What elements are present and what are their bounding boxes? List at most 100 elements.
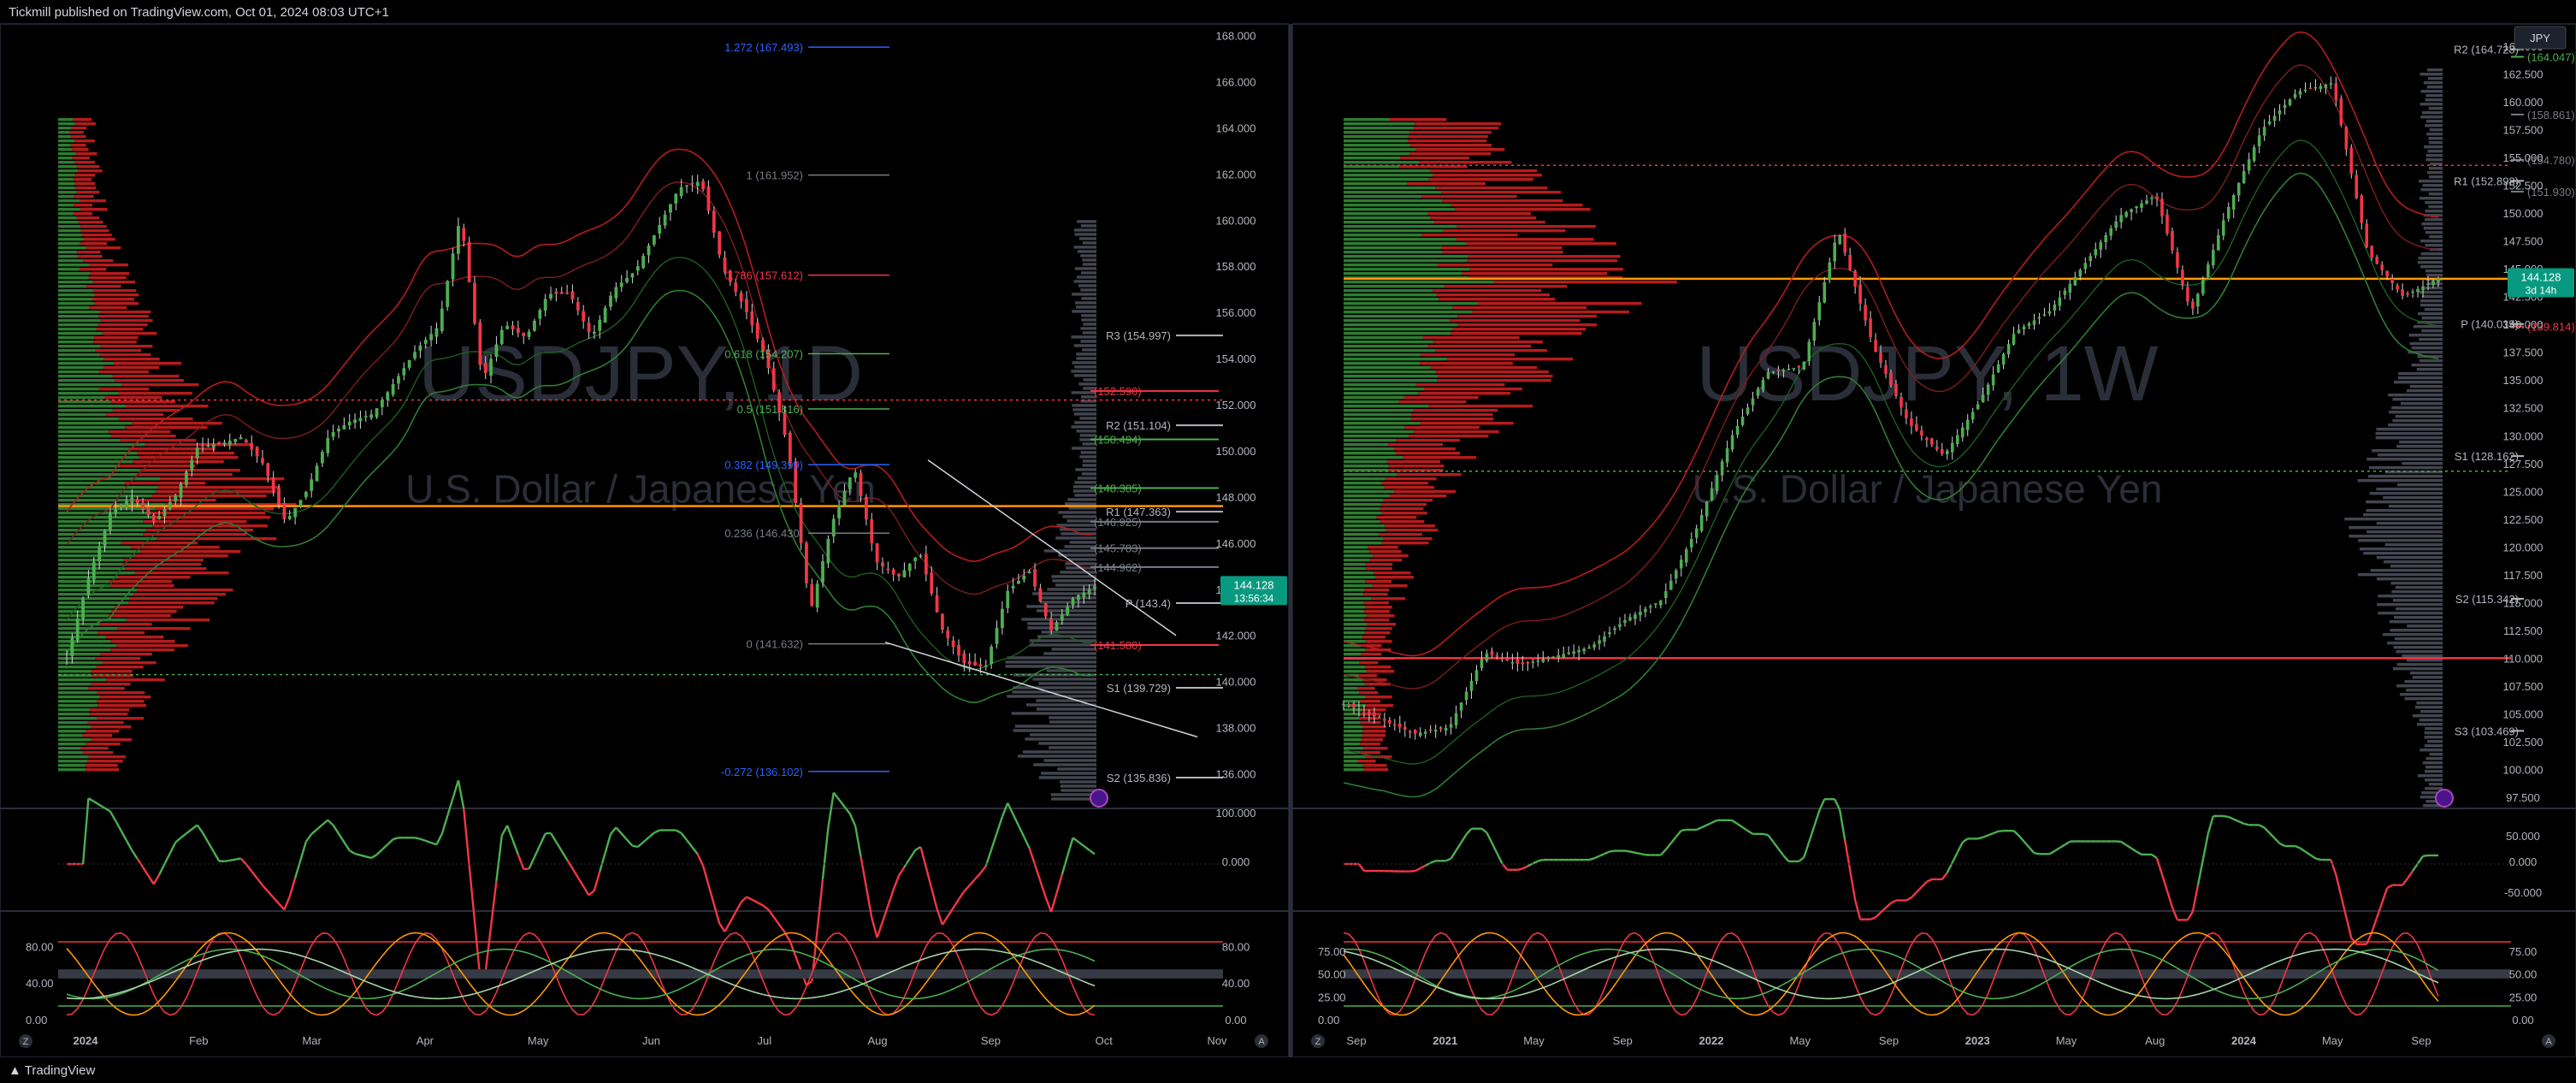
session-volume-bar [2396, 663, 2443, 666]
candle-body [1418, 732, 1422, 737]
momentum-line-segment [1711, 819, 1718, 824]
volume-profile-bar-down [98, 315, 149, 318]
candle-body [522, 332, 526, 337]
volume-profile-bar-down [137, 452, 234, 455]
candle-body [1654, 603, 1657, 605]
volume-profile-bar-up [58, 157, 73, 160]
volume-profile-bar-up [1344, 691, 1360, 695]
volume-profile-bar-up [58, 285, 87, 288]
momentum-line-segment [387, 838, 394, 845]
volume-profile-bar-up [58, 362, 114, 365]
momentum-line-segment [1808, 826, 1816, 843]
session-volume-bar [1021, 618, 1096, 621]
volume-profile-bar-down [133, 593, 226, 596]
session-volume-bar [2425, 158, 2443, 162]
momentum-line-segment [131, 849, 139, 860]
volume-profile-bar-up [58, 717, 97, 720]
time-axis-label: Aug [868, 1034, 888, 1047]
volume-profile-bar-down [1404, 426, 1480, 429]
volume-profile-bar-up [58, 477, 160, 481]
volume-profile-bar-up [1344, 606, 1366, 609]
volume-profile-bar-down [76, 191, 100, 194]
volume-profile-bar-down [1456, 238, 1594, 241]
volume-profile-bar-up [58, 730, 86, 733]
momentum-line-segment [196, 824, 204, 834]
session-volume-bar [1079, 417, 1096, 420]
session-volume-bar [2408, 334, 2443, 337]
volume-profile-bar-down [1365, 648, 1391, 652]
session-volume-bar [1072, 404, 1096, 407]
session-volume-bar [2384, 470, 2443, 474]
volume-profile-bar-down [1466, 242, 1616, 246]
volume-profile-bar-up [58, 554, 135, 558]
volume-profile-bar-down [1462, 272, 1608, 275]
volume-profile-bar-up [1344, 144, 1410, 147]
candle-body [935, 595, 939, 613]
level-label-5: S3 (103.469) [2455, 725, 2519, 737]
momentum-line-segment [931, 887, 938, 909]
volume-profile-bar-down [76, 216, 100, 220]
volume-profile-bar-down [103, 358, 160, 361]
candle-body [1986, 384, 1990, 395]
volume-profile-bar-up [1344, 614, 1367, 618]
candle-body [1459, 702, 1463, 711]
candle-body [1694, 528, 1699, 538]
volume-profile-bar-up [58, 439, 121, 442]
auto-scale-icon: A [2545, 1037, 2552, 1047]
pane-divider[interactable] [1289, 24, 1292, 1057]
volume-profile-bar-down [120, 439, 197, 442]
momentum-line-segment [212, 850, 221, 862]
volume-profile-bar-up [1344, 366, 1431, 370]
volume-profile-bar-up [1344, 571, 1374, 575]
momentum-line-segment [1731, 820, 1739, 826]
volume-profile-bar-down [110, 648, 175, 652]
candle-body [701, 180, 705, 190]
volume-profile-bar-up [58, 204, 74, 207]
volume-profile-bar-down [1394, 490, 1456, 494]
volume-profile-bar-down [110, 400, 176, 404]
fib-label-7: 0 (141.632) [747, 638, 804, 651]
volume-profile-bar-down [159, 477, 285, 481]
momentum-line-segment [2120, 840, 2127, 846]
volume-profile-bar-up [1344, 221, 1435, 224]
candle-body [1910, 418, 1913, 426]
session-volume-bar [1025, 703, 1096, 707]
candle-body [1981, 394, 1985, 403]
candle-body [298, 500, 303, 507]
candle-body [2375, 257, 2379, 264]
volume-profile-bar-down [1371, 597, 1405, 601]
candle-body [815, 583, 819, 608]
candle-body [658, 224, 662, 234]
price-axis-tick: 160.000 [2503, 96, 2544, 109]
candle-body [2303, 89, 2307, 92]
volume-profile-bar-down [1420, 422, 1514, 425]
session-volume-bar [1026, 605, 1096, 608]
stoch-line-1 [66, 932, 1096, 1016]
session-volume-bar [2404, 680, 2443, 684]
volume-profile-bar-down [1360, 653, 1382, 656]
momentum-line-segment [414, 837, 421, 840]
momentum-line-segment [293, 859, 302, 879]
momentum-line-segment [2059, 843, 2065, 849]
momentum-line-segment [746, 896, 753, 901]
candle-body [429, 334, 434, 340]
candle-body [1976, 404, 1980, 410]
session-volume-bar [2422, 761, 2443, 765]
candle-body [593, 331, 596, 334]
volume-profile-bar-up [1344, 191, 1442, 194]
volume-profile-bar-down [103, 366, 160, 370]
momentum-line-segment [435, 833, 443, 845]
volume-profile-bar-down [1361, 738, 1384, 742]
level-label-5: S2 (135.836) [1107, 772, 1171, 784]
volume-profile-bar-down [1409, 144, 1492, 147]
session-volume-bar [2358, 573, 2443, 577]
candle-body [2135, 206, 2138, 209]
channel-lower-line [884, 642, 1198, 738]
candle-body [2006, 344, 2011, 355]
volume-profile-bar-up [1344, 529, 1386, 532]
volume-profile-bar-down [1410, 413, 1493, 417]
session-volume-bar [2412, 714, 2443, 718]
candle-body [771, 368, 776, 391]
